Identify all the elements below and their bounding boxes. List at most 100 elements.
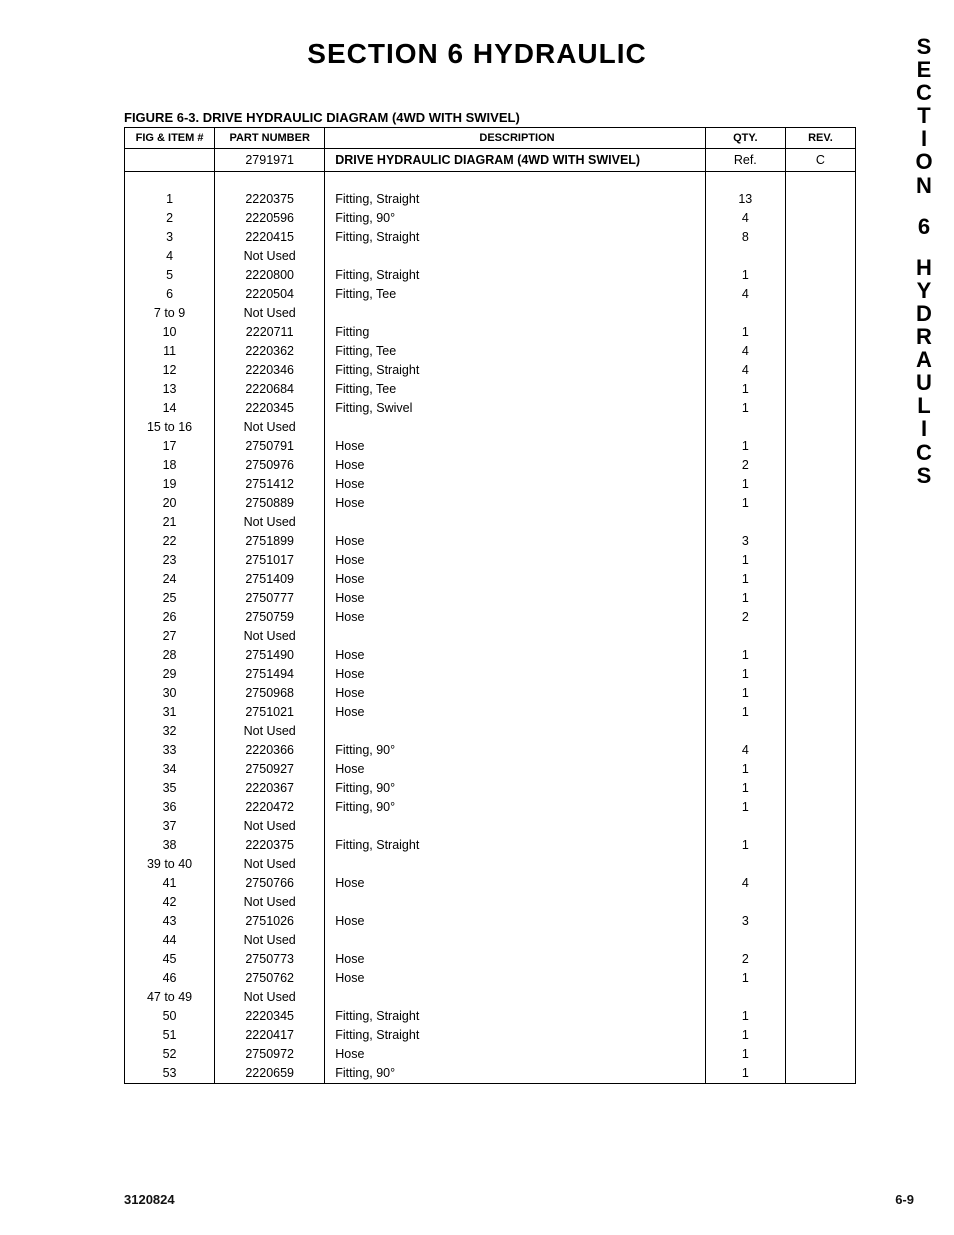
cell-rev xyxy=(785,190,855,209)
cell-desc: Fitting xyxy=(325,323,706,342)
cell-rev xyxy=(785,1026,855,1045)
table-header-row: Fig & Item # Part Number Description Qty… xyxy=(125,128,856,149)
cell-part: Not Used xyxy=(215,855,325,874)
cell-rev xyxy=(785,570,855,589)
table-row: 38 2220375 Fitting, Straight 1 xyxy=(125,836,856,855)
cell-qty: 1 xyxy=(705,836,785,855)
cell-part: 2750791 xyxy=(215,437,325,456)
side-tab-letter: I xyxy=(894,417,954,440)
side-tab-letter: N xyxy=(894,174,954,197)
cell-desc: Hose xyxy=(325,532,706,551)
cell-part: Not Used xyxy=(215,817,325,836)
cell-desc: Fitting, Swivel xyxy=(325,399,706,418)
cell-qty: 1 xyxy=(705,399,785,418)
cell-fig: 1 xyxy=(125,190,215,209)
cell-desc: DRIVE HYDRAULIC DIAGRAM (4WD WITH SWIVEL… xyxy=(325,149,706,172)
side-tab-letter: U xyxy=(894,371,954,394)
side-tab-letter: I xyxy=(894,127,954,150)
cell-part: 2220375 xyxy=(215,836,325,855)
cell-desc: Hose xyxy=(325,646,706,665)
cell-qty xyxy=(705,513,785,532)
cell-rev xyxy=(785,532,855,551)
cell-fig: 26 xyxy=(125,608,215,627)
side-tab: SECTION6HYDRAULICS xyxy=(894,35,954,487)
cell-qty: 1 xyxy=(705,1064,785,1084)
cell-desc xyxy=(325,304,706,323)
cell-desc xyxy=(325,247,706,266)
table-row: 42 Not Used xyxy=(125,893,856,912)
cell-part: 2220415 xyxy=(215,228,325,247)
table-blank-row xyxy=(125,172,856,190)
table-row: 20 2750889 Hose 1 xyxy=(125,494,856,513)
cell-desc: Hose xyxy=(325,608,706,627)
cell-qty: 1 xyxy=(705,589,785,608)
cell-fig: 36 xyxy=(125,798,215,817)
cell-qty xyxy=(705,722,785,741)
cell-rev xyxy=(785,893,855,912)
cell-part: 2750762 xyxy=(215,969,325,988)
cell-rev xyxy=(785,817,855,836)
table-row: 33 2220366 Fitting, 90° 4 xyxy=(125,741,856,760)
cell-fig: 19 xyxy=(125,475,215,494)
cell-qty: 4 xyxy=(705,209,785,228)
cell-desc: Fitting, Straight xyxy=(325,836,706,855)
cell-rev xyxy=(785,608,855,627)
cell-qty: 1 xyxy=(705,437,785,456)
cell-desc: Fitting, Straight xyxy=(325,266,706,285)
cell-desc: Fitting, 90° xyxy=(325,209,706,228)
cell-qty: 2 xyxy=(705,950,785,969)
col-header-rev: Rev. xyxy=(785,128,855,149)
cell-desc: Hose xyxy=(325,703,706,722)
cell-rev xyxy=(785,437,855,456)
cell-desc: Fitting, Straight xyxy=(325,228,706,247)
cell-part: 2750777 xyxy=(215,589,325,608)
cell-fig: 17 xyxy=(125,437,215,456)
cell-fig: 32 xyxy=(125,722,215,741)
cell-qty xyxy=(705,893,785,912)
table-row: 52 2750972 Hose 1 xyxy=(125,1045,856,1064)
cell-part: 2791971 xyxy=(215,149,325,172)
table-row: 31 2751021 Hose 1 xyxy=(125,703,856,722)
cell-desc: Hose xyxy=(325,969,706,988)
cell-fig: 10 xyxy=(125,323,215,342)
table-row: 11 2220362 Fitting, Tee 4 xyxy=(125,342,856,361)
table-row: 30 2750968 Hose 1 xyxy=(125,684,856,703)
cell-qty: 1 xyxy=(705,779,785,798)
cell-fig: 44 xyxy=(125,931,215,950)
side-tab-letter: C xyxy=(894,81,954,104)
cell-part: 2220596 xyxy=(215,209,325,228)
cell-qty: 1 xyxy=(705,798,785,817)
cell-desc: Hose xyxy=(325,760,706,779)
cell-fig: 37 xyxy=(125,817,215,836)
cell-desc: Hose xyxy=(325,475,706,494)
cell-qty xyxy=(705,931,785,950)
cell-part: Not Used xyxy=(215,247,325,266)
side-tab-letter: Y xyxy=(894,279,954,302)
cell-desc: Fitting, 90° xyxy=(325,741,706,760)
table-row: 25 2750777 Hose 1 xyxy=(125,589,856,608)
cell-desc: Hose xyxy=(325,912,706,931)
cell-fig: 14 xyxy=(125,399,215,418)
cell-fig: 53 xyxy=(125,1064,215,1084)
table-row: 5 2220800 Fitting, Straight 1 xyxy=(125,266,856,285)
cell-fig: 12 xyxy=(125,361,215,380)
cell-desc: Hose xyxy=(325,665,706,684)
cell-rev xyxy=(785,418,855,437)
cell-desc: Hose xyxy=(325,494,706,513)
table-row: 41 2750766 Hose 4 xyxy=(125,874,856,893)
side-tab-letter: L xyxy=(894,394,954,417)
cell-part: 2220711 xyxy=(215,323,325,342)
cell-part: 2750972 xyxy=(215,1045,325,1064)
table-row: 46 2750762 Hose 1 xyxy=(125,969,856,988)
cell-rev xyxy=(785,589,855,608)
table-row: 2 2220596 Fitting, 90° 4 xyxy=(125,209,856,228)
cell-part: Not Used xyxy=(215,931,325,950)
cell-desc: Fitting, Tee xyxy=(325,285,706,304)
cell-rev xyxy=(785,912,855,931)
table-row: 3 2220415 Fitting, Straight 8 xyxy=(125,228,856,247)
cell-fig: 39 to 40 xyxy=(125,855,215,874)
table-row: 10 2220711 Fitting 1 xyxy=(125,323,856,342)
cell-part: 2220800 xyxy=(215,266,325,285)
cell-part: 2220345 xyxy=(215,399,325,418)
cell-desc xyxy=(325,722,706,741)
